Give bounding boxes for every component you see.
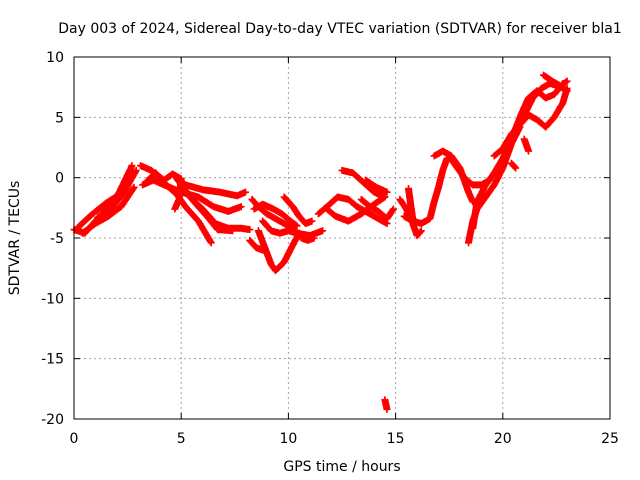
x-tick-label: 10 [279, 431, 297, 447]
data-point-markers [280, 193, 316, 227]
data-point-markers [79, 183, 138, 237]
y-tick-label: -5 [50, 231, 64, 247]
data-point-markers [520, 135, 533, 155]
x-tick-label: 15 [387, 431, 405, 447]
data-track [381, 396, 391, 413]
y-tick-label: -15 [41, 352, 64, 368]
data-track [314, 193, 391, 228]
data-series [70, 71, 571, 413]
data-point-markers [507, 159, 520, 172]
series-tracks [70, 71, 571, 413]
data-point-markers [357, 195, 397, 223]
y-tick-labels: 10 5 0 -5 -10 -15 -20 [41, 50, 64, 428]
y-tick-label: -20 [41, 412, 64, 428]
x-tick-labels: 0 5 10 15 20 25 [70, 431, 619, 447]
x-tick-label: 0 [70, 431, 79, 447]
data-track [362, 176, 391, 196]
data-track [246, 236, 267, 254]
x-axis-label: GPS time / hours [283, 459, 400, 475]
y-tick-label: 10 [46, 50, 64, 66]
plot-frame [73, 56, 611, 420]
data-point-markers [362, 176, 391, 196]
data-track [516, 80, 567, 121]
data-point-markers [169, 170, 185, 213]
data-track [338, 166, 389, 201]
data-point-markers [516, 80, 567, 121]
data-point-markers [246, 236, 267, 254]
data-point-markers [540, 71, 571, 90]
data-track [169, 170, 185, 213]
data-track [540, 71, 571, 90]
y-axis-label: SDTVAR / TECUs [7, 181, 23, 296]
y-tick-label: -10 [41, 291, 64, 307]
chart-title: Day 003 of 2024, Sidereal Day-to-day VTE… [58, 21, 621, 37]
data-point-markers [314, 193, 391, 228]
data-track [280, 193, 316, 227]
x-tick-label: 20 [494, 431, 512, 447]
data-track [507, 159, 520, 172]
data-track [405, 185, 417, 223]
x-tick-label: 25 [601, 431, 619, 447]
data-track [79, 183, 138, 237]
data-point-markers [381, 396, 391, 413]
data-point-markers [94, 166, 140, 221]
data-point-markers [254, 227, 303, 275]
data-point-markers [338, 166, 389, 201]
data-point-markers [400, 154, 451, 227]
data-track [94, 166, 140, 221]
y-tick-label: 0 [55, 171, 64, 187]
data-track [250, 200, 301, 230]
data-point-markers [405, 185, 417, 223]
data-track [254, 227, 303, 275]
data-track [357, 195, 397, 223]
data-track [400, 154, 451, 227]
data-track [520, 135, 533, 155]
data-point-markers [250, 200, 301, 230]
y-tick-label: 5 [55, 110, 64, 126]
x-tick-label: 5 [177, 431, 186, 447]
